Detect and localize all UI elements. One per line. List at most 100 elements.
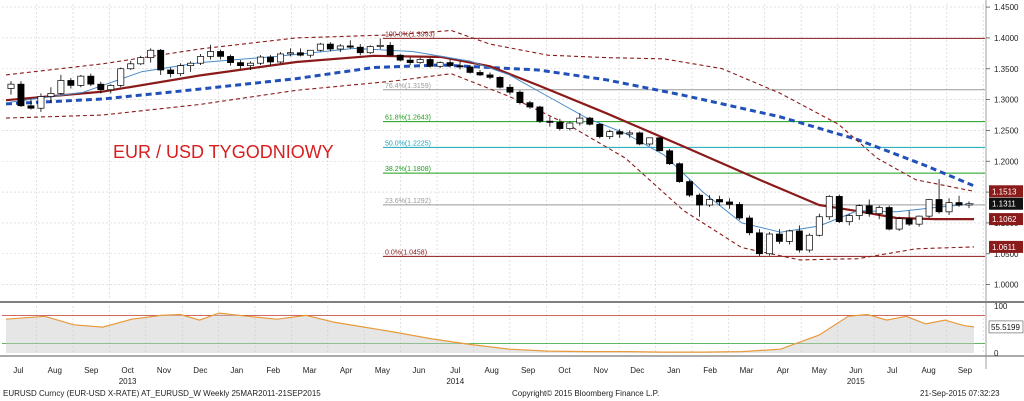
price-tag-label: 1.1311 bbox=[992, 200, 1016, 209]
oscillator-tick-label: 0 bbox=[994, 349, 999, 358]
month-label: Sep bbox=[958, 366, 973, 375]
candle-body bbox=[746, 217, 753, 234]
month-label: Jul bbox=[13, 366, 23, 375]
oscillator-value-label: 55.5199 bbox=[991, 323, 1020, 332]
price-tag-label: 1.0611 bbox=[992, 243, 1016, 252]
candle-body bbox=[716, 199, 723, 203]
month-label: Oct bbox=[558, 366, 571, 375]
candle-body bbox=[137, 57, 145, 65]
fibonacci-label: 50.0%(1.2225) bbox=[385, 140, 431, 147]
candle-body bbox=[87, 75, 95, 85]
candle-body bbox=[336, 45, 344, 50]
price-tag-box bbox=[989, 240, 1023, 253]
candle-body bbox=[47, 93, 55, 97]
candle-body bbox=[257, 56, 264, 64]
year-label: 2015 bbox=[847, 377, 865, 386]
candle-body bbox=[167, 69, 175, 75]
candle-body bbox=[656, 137, 664, 152]
candle-body bbox=[845, 215, 853, 223]
candle-body bbox=[316, 43, 324, 51]
candle-body bbox=[446, 62, 454, 67]
candle-body bbox=[636, 132, 644, 145]
candle-body bbox=[396, 54, 404, 61]
month-label: Feb bbox=[703, 366, 717, 375]
fibonacci-levels: 100.0%(1.3993) 76.4%(1.3159) 61.8%(1.2643)… bbox=[383, 31, 985, 257]
oscillator-panel: 10050055.5199 bbox=[2, 302, 1024, 358]
candle-body bbox=[366, 46, 374, 54]
candle-body bbox=[147, 49, 155, 59]
candle-body bbox=[775, 233, 783, 242]
candle-body bbox=[406, 59, 414, 63]
fibonacci-label: 61.8%(1.2643) bbox=[385, 115, 431, 122]
candle-body bbox=[825, 196, 833, 218]
indicator-line bbox=[5, 54, 974, 221]
oscillator-tick-label: 100 bbox=[994, 302, 1008, 311]
candle-body bbox=[875, 207, 883, 215]
candle-body bbox=[925, 199, 933, 217]
footer-timestamp: 21-Sep-2015 07:32:23 bbox=[920, 389, 1000, 398]
footer-copyright: Copyright© 2015 Bloomberg Finance L.P. bbox=[512, 389, 660, 398]
candle-body bbox=[736, 204, 743, 219]
month-label: Apr bbox=[340, 366, 353, 375]
candle-body bbox=[885, 207, 893, 230]
month-label: May bbox=[812, 366, 827, 375]
month-label: Sep bbox=[84, 366, 99, 375]
candle-body bbox=[97, 83, 105, 91]
month-label: Nov bbox=[594, 366, 608, 375]
candle-body bbox=[795, 230, 803, 251]
month-label: Aug bbox=[485, 366, 499, 375]
candle-body bbox=[37, 96, 45, 109]
year-label: 2013 bbox=[119, 377, 137, 386]
footer-source: EURUSD Curncy (EUR-USD X-RATE) AT_EURUSD… bbox=[3, 389, 321, 398]
candle-body bbox=[217, 51, 225, 57]
month-label: Oct bbox=[121, 366, 134, 375]
candle-body bbox=[197, 56, 205, 64]
candle-body bbox=[466, 66, 474, 73]
fibonacci-label: 38.2%(1.1808) bbox=[385, 166, 431, 173]
oscillator-area bbox=[6, 313, 974, 353]
candle-body bbox=[895, 218, 903, 230]
candle-body bbox=[666, 150, 674, 165]
candle-body bbox=[955, 202, 963, 206]
candle-body bbox=[177, 65, 185, 75]
price-tick-label: 1.4000 bbox=[994, 34, 1019, 43]
candle-body bbox=[706, 199, 713, 206]
candle-body bbox=[276, 53, 284, 63]
candle-body bbox=[227, 56, 234, 63]
fibonacci-label: 100.0%(1.3993) bbox=[385, 31, 435, 38]
candle-body bbox=[516, 91, 524, 104]
candle-body bbox=[915, 215, 923, 225]
candle-body bbox=[187, 62, 195, 67]
candle-body bbox=[476, 72, 484, 76]
price-tick-label: 1.2000 bbox=[994, 157, 1019, 166]
candle-body bbox=[865, 205, 873, 215]
candle-body bbox=[815, 216, 823, 236]
month-label: Sep bbox=[521, 366, 536, 375]
price-tags: 1.1513 1.1311 1.1062 1.0611 bbox=[989, 185, 1023, 253]
indicator-line bbox=[5, 29, 975, 192]
candle-body bbox=[67, 80, 75, 86]
candle-body bbox=[157, 49, 165, 71]
candle-body bbox=[646, 137, 654, 145]
month-label: Jul bbox=[450, 366, 460, 375]
candle-body bbox=[77, 75, 85, 86]
month-label: Jun bbox=[412, 366, 425, 375]
candle-body bbox=[855, 205, 863, 216]
oscillator-line bbox=[5, 312, 975, 353]
year-label: 2014 bbox=[446, 377, 464, 386]
candle-body bbox=[726, 201, 733, 205]
candle-body bbox=[546, 120, 554, 123]
candle-body bbox=[296, 52, 304, 56]
candle-body bbox=[456, 65, 464, 68]
candle-body bbox=[386, 44, 394, 56]
candle-body bbox=[506, 86, 514, 93]
candle-body bbox=[805, 234, 813, 251]
candle-body bbox=[905, 218, 913, 225]
month-label: Aug bbox=[48, 366, 62, 375]
candle-body bbox=[835, 196, 843, 223]
candle-body bbox=[686, 181, 694, 196]
candle-body bbox=[247, 62, 254, 67]
candle-body bbox=[306, 49, 314, 56]
candle-body bbox=[127, 63, 135, 70]
